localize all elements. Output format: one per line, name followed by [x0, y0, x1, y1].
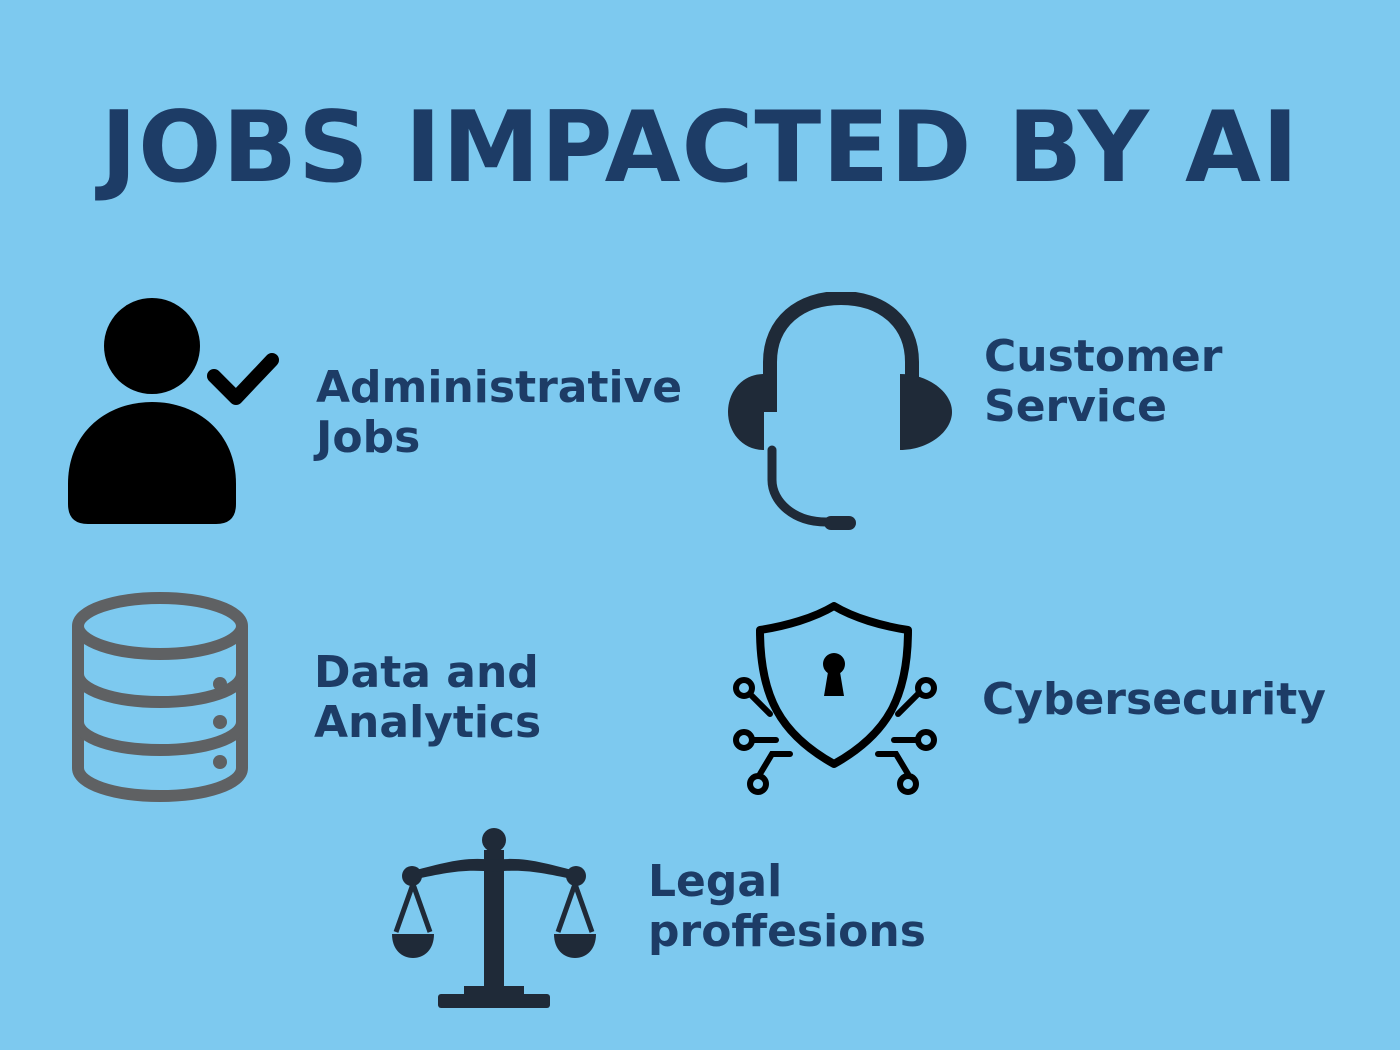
- job-item-administrative: Administrative Jobs: [66, 298, 682, 528]
- headset-icon: [728, 292, 952, 530]
- job-item-cybersecurity: Cybersecurity: [728, 600, 1326, 800]
- job-item-legal: Legal proffesions: [390, 826, 926, 1008]
- shield-lock-icon: [733, 602, 937, 795]
- user-check-icon: [68, 298, 279, 524]
- job-item-customer-service: Customer Service: [728, 292, 1222, 534]
- database-server-icon: [72, 592, 248, 803]
- scales-of-justice-icon: [392, 828, 596, 1008]
- job-label: Data and Analytics: [314, 647, 542, 748]
- job-label: Administrative Jobs: [316, 362, 683, 463]
- page-title: JOBS IMPACTED BY AI: [100, 91, 1300, 205]
- job-label: Customer Service: [984, 331, 1223, 432]
- job-item-data-analytics: Data and Analytics: [68, 592, 541, 804]
- job-label: Cybersecurity: [982, 674, 1326, 725]
- job-label: Legal proffesions: [648, 856, 926, 957]
